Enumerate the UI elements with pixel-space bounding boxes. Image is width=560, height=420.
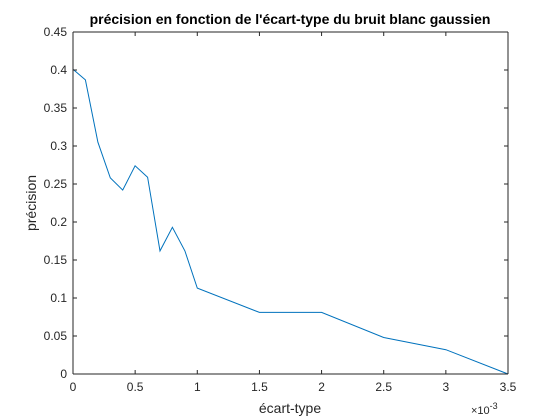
y-tick-label: 0.15 bbox=[44, 253, 68, 267]
y-axis-label: précision bbox=[23, 175, 39, 231]
x-axis-exponent-power: -3 bbox=[490, 401, 498, 411]
x-tick-label: 0 bbox=[70, 380, 77, 394]
series-layer bbox=[72, 68, 509, 375]
x-tick-label: 2 bbox=[318, 380, 325, 394]
x-axis-exponent-base: ×10 bbox=[471, 405, 490, 417]
x-tick-label: 3 bbox=[443, 380, 450, 394]
y-tick-label: 0.45 bbox=[44, 25, 68, 39]
y-tick-label: 0.25 bbox=[44, 177, 68, 191]
x-tick-label: 3.5 bbox=[500, 380, 517, 394]
y-tick-label: 0.35 bbox=[44, 101, 68, 115]
axes-layer: 0 0.5 1 1.5 2 2.5 3 3.5 0 0.05 0.1 0.15 0.2 0.25 0.3 0.… bbox=[44, 25, 517, 394]
y-tick-label: 0 bbox=[60, 367, 67, 381]
x-tick-label: 1.5 bbox=[251, 380, 268, 394]
y-tick-label: 0.2 bbox=[50, 215, 67, 229]
x-axis-label: écart-type bbox=[259, 400, 321, 416]
x-axis-exponent: ×10-3 bbox=[471, 401, 498, 417]
x-tick-label: 2.5 bbox=[375, 380, 392, 394]
y-tick-label: 0.4 bbox=[50, 63, 67, 77]
series-line bbox=[72, 68, 509, 375]
chart-title: précision en fonction de l'écart-type du… bbox=[90, 11, 491, 27]
x-tick-label: 0.5 bbox=[127, 380, 144, 394]
plot-area bbox=[73, 32, 508, 374]
y-tick-label: 0.1 bbox=[50, 291, 67, 305]
y-tick-label: 0.3 bbox=[50, 139, 67, 153]
x-tick-label: 1 bbox=[194, 380, 201, 394]
y-tick-label: 0.05 bbox=[44, 329, 68, 343]
